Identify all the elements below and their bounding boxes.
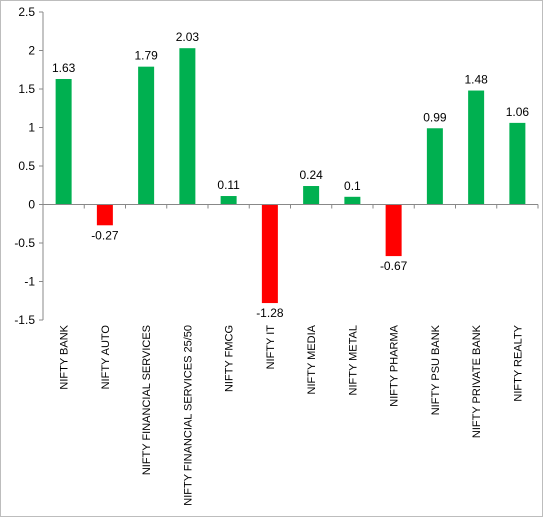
bar — [179, 48, 196, 205]
category-label: NIFTY IT — [265, 325, 277, 370]
y-tick-label: -0.5 — [14, 236, 35, 250]
bar — [344, 196, 361, 205]
y-tick-label: 2.5 — [18, 5, 35, 19]
y-axis: 2.5 2 1.5 1 0.5 0 -0.5 -1 -1.5 — [14, 5, 44, 327]
y-tick-label: -1.5 — [14, 313, 35, 327]
y-tick-label: 0.5 — [18, 159, 35, 173]
data-label: -1.28 — [256, 306, 284, 320]
category-label: NIFTY PSU BANK — [430, 324, 442, 415]
y-tick-label: 1.5 — [18, 82, 35, 96]
data-label: 0.24 — [299, 168, 323, 182]
data-label: 1.79 — [134, 49, 158, 63]
category-label: NIFTY PHARMA — [389, 324, 401, 406]
data-label: 1.06 — [506, 105, 530, 119]
bars — [55, 48, 526, 304]
category-label: NIFTY MEDIA — [306, 324, 318, 394]
data-label: 1.63 — [52, 61, 76, 75]
category-label: NIFTY METAL — [347, 325, 359, 396]
y-tick-label: 2 — [28, 44, 35, 58]
bar — [509, 122, 526, 205]
bar — [55, 78, 72, 205]
bar — [261, 204, 278, 304]
x-axis: NIFTY BANK NIFTY AUTO NIFTY FINANCIAL SERV… — [42, 204, 539, 506]
bar — [426, 128, 443, 205]
y-tick-label: 1 — [28, 121, 35, 135]
y-tick-label: -1 — [24, 275, 35, 289]
data-label: 0.1 — [344, 179, 361, 193]
data-label: -0.67 — [380, 259, 408, 273]
data-label: 2.03 — [176, 30, 200, 44]
category-label: NIFTY FINANCIAL SERVICES — [141, 325, 153, 475]
data-label: 0.99 — [423, 110, 447, 124]
category-label: NIFTY REALTY — [512, 324, 524, 401]
y-tick-label: 0 — [28, 198, 35, 212]
data-labels: 1.63 -0.27 1.79 2.03 0.11 -1.28 0.24 0.1 -0.67 0.… — [52, 30, 529, 320]
bar — [468, 90, 485, 205]
category-label: NIFTY FMCG — [224, 325, 236, 392]
category-label: NIFTY PRIVATE BANK — [471, 324, 483, 438]
bar — [220, 196, 237, 205]
bar — [96, 204, 113, 226]
bar — [385, 204, 402, 257]
category-label: NIFTY BANK — [59, 324, 71, 389]
bar — [138, 66, 155, 205]
data-label: 0.11 — [217, 178, 240, 192]
category-label: NIFTY FINANCIAL SERVICES 25/50 — [182, 325, 194, 506]
data-label: 1.48 — [464, 73, 488, 87]
bar — [303, 186, 320, 205]
category-label: NIFTY AUTO — [100, 325, 112, 390]
data-label: -0.27 — [91, 228, 119, 242]
